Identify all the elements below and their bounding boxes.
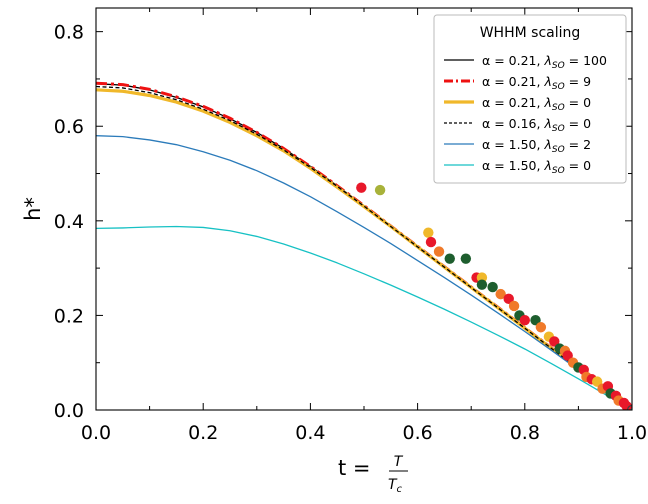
legend-entry-value-text: = 9: [565, 74, 591, 89]
data-point-18: [535, 322, 547, 333]
axis-labels: h*t = TTc: [21, 197, 408, 495]
legend-entry-lambda-text: λ: [543, 95, 551, 110]
legend-entry-value-text: = 0: [565, 116, 591, 131]
x-axis-label-denominator-sub: c: [397, 484, 403, 495]
legend-entry-alpha-text: α = 0.21,: [482, 95, 544, 110]
data-point-29: [591, 376, 603, 387]
x-tick-label: 0.0: [81, 422, 111, 444]
legend-title: WHHM scaling: [480, 25, 581, 41]
series-line-4: [96, 85, 632, 410]
data-point-2: [374, 184, 386, 196]
x-tick-label: 1.0: [617, 422, 647, 444]
legend-entry-lambda-text: λ: [543, 74, 551, 89]
x-axis-label-numerator: T: [394, 454, 404, 470]
data-point-10: [476, 279, 488, 290]
data-point-6: [444, 253, 455, 264]
legend-entry-6: α = 1.50, λSO = 0: [482, 158, 591, 176]
data-point-13: [503, 293, 514, 305]
legend-entry-sub-text: SO: [552, 103, 565, 113]
chart-marks: [96, 81, 632, 410]
x-tick-label: 0.2: [188, 422, 218, 444]
data-point-36: [621, 401, 632, 410]
chart-axes: 0.0 0.2 0.4 0.6 0.8 1.0 0.0 0.2 0.4 0.6 0.8: [54, 7, 647, 444]
legend-entry-alpha-text: α = 0.16,: [482, 116, 544, 131]
x-tick-label: 0.4: [295, 422, 325, 444]
legend-entry-sub-text: SO: [552, 82, 565, 92]
data-point-3: [423, 227, 434, 238]
legend-entry-sub-text: SO: [552, 124, 565, 134]
legend-entry-lambda-text: λ: [543, 158, 551, 173]
y-tick-label: 0.8: [54, 22, 84, 44]
legend-entry-1: α = 0.21, λSO = 100: [482, 53, 607, 71]
legend-entry-alpha-text: α = 1.50,: [482, 158, 544, 173]
data-point-11: [487, 281, 498, 293]
data-point-12: [495, 288, 506, 300]
data-point-20: [549, 336, 560, 347]
legend-entry-value-text: = 2: [565, 137, 591, 152]
data-point-23: [562, 350, 573, 361]
x-axis-label: t = TTc: [338, 454, 408, 495]
legend-entry-value-text: = 0: [565, 158, 591, 173]
x-axis-label-prefix: t =: [338, 456, 377, 480]
legend-entry-sub-text: SO: [552, 145, 565, 155]
x-tick-label: 0.6: [402, 422, 432, 444]
legend-entry-value-text: = 0: [565, 95, 591, 110]
legend-entry-3: α = 0.21, λSO = 0: [482, 95, 591, 113]
series-line-5: [96, 135, 632, 410]
legend-entry-alpha-text: α = 0.21,: [482, 53, 544, 68]
y-tick-label: 0.0: [54, 400, 84, 422]
legend-entry-5: α = 1.50, λSO = 2: [482, 137, 591, 155]
legend-entry-value-text: = 100: [565, 53, 607, 68]
data-point-7: [460, 253, 472, 264]
legend-box: [433, 14, 627, 184]
legend-entry-lambda-text: λ: [543, 53, 551, 68]
legend-entry-lambda-text: λ: [543, 137, 551, 152]
legend-entry-4: α = 0.16, λSO = 0: [482, 116, 591, 134]
legend-entry-sub-text: SO: [552, 166, 565, 176]
x-tick-label: 0.8: [510, 422, 540, 444]
x-axis-label-denominator: Tc: [388, 477, 403, 495]
x-axis-label-denominator-main: T: [388, 477, 398, 493]
legend-entry-alpha-text: α = 1.50,: [482, 137, 544, 152]
y-tick-label: 0.2: [54, 305, 84, 327]
series-line-6: [96, 225, 632, 410]
data-point-16: [519, 314, 530, 326]
y-tick-label: 0.4: [54, 211, 84, 233]
series-line-2: [96, 81, 632, 410]
legend-entry-lambda-text: λ: [543, 116, 551, 131]
data-point-17: [530, 314, 541, 326]
legend-entry-2: α = 0.21, λSO = 9: [482, 74, 591, 92]
data-point-1: [356, 182, 367, 193]
data-point-14: [508, 300, 520, 312]
data-point-5: [433, 246, 445, 257]
y-axis-label: h*: [21, 197, 45, 221]
legend-entry-alpha-text: α = 0.21,: [482, 74, 544, 89]
legend-entry-sub-text: SO: [552, 61, 565, 71]
y-tick-label: 0.6: [54, 116, 84, 138]
data-point-4: [425, 236, 437, 248]
